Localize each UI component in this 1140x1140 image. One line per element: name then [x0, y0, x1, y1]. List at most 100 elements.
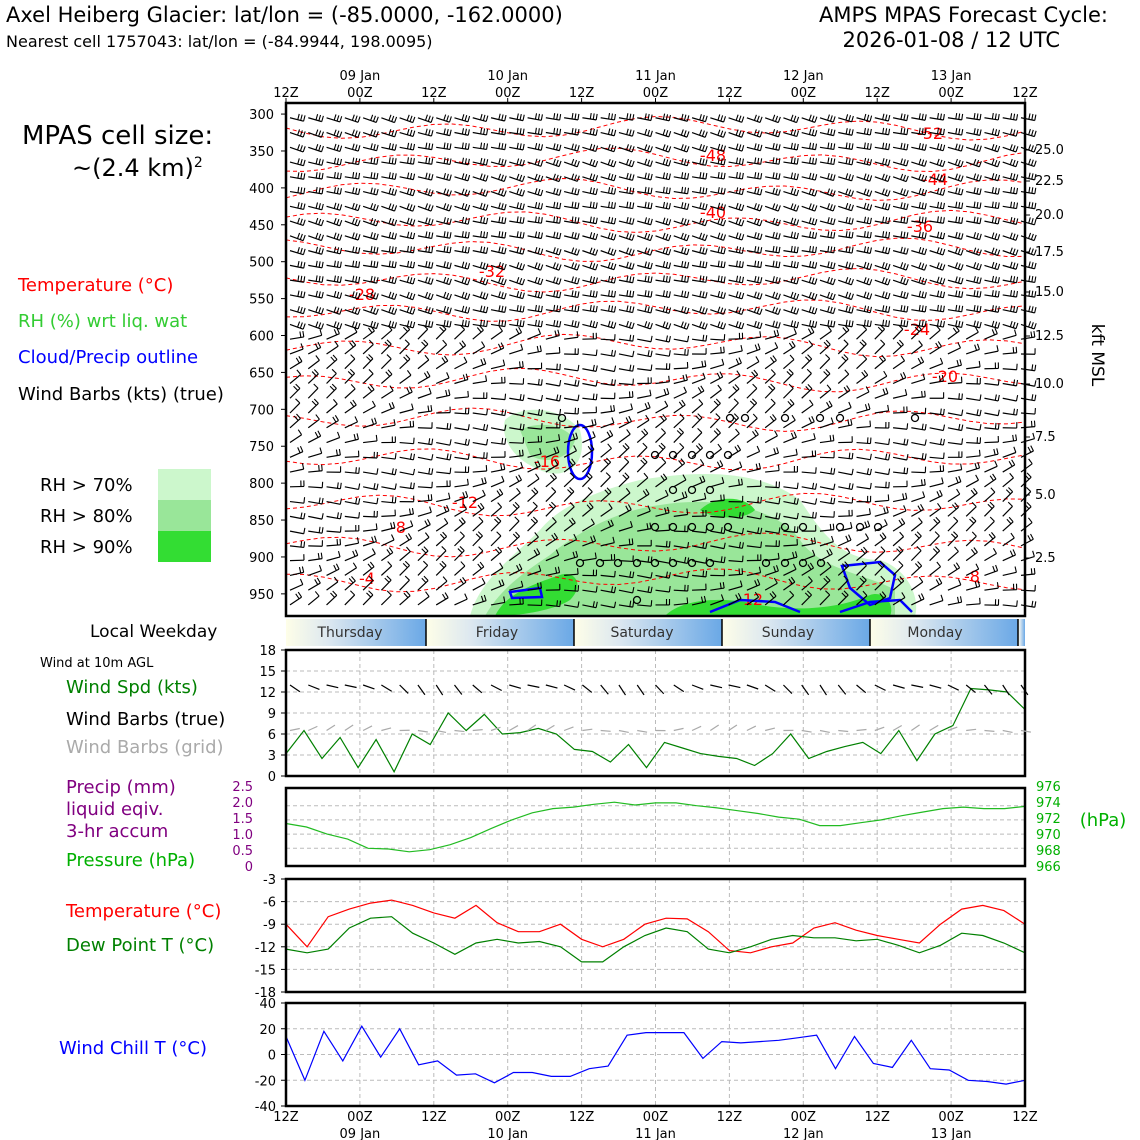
- wind-barb-flag: [1033, 567, 1036, 575]
- wind-barb-shaft: [545, 368, 560, 371]
- wind-barb-flag: [464, 158, 467, 165]
- wind-barb-flag: [481, 341, 486, 347]
- wind-barb-shaft: [618, 604, 633, 608]
- wind-barb-flag: [534, 127, 537, 134]
- wind-barb-flag: [394, 116, 398, 123]
- wind-barb-shaft: [801, 594, 812, 606]
- wind-barb-shaft: [819, 264, 834, 270]
- wind-barb-shaft: [728, 205, 743, 212]
- wind-barb-shaft: [582, 604, 597, 609]
- wind-barb-shaft: [892, 580, 905, 591]
- wind-barb-flag: [717, 384, 722, 391]
- wind-barb-flag: [1033, 331, 1036, 338]
- wind-barb-flag: [556, 320, 559, 327]
- wind-barb-flag: [574, 232, 577, 239]
- wind-barb-flag: [464, 593, 468, 600]
- wind-barb-flag: [449, 158, 452, 165]
- wind-barb-flag: [961, 202, 964, 209]
- wind-barb-shaft: [344, 205, 359, 212]
- wind-barb-flag: [339, 204, 343, 211]
- wind-barb-flag: [534, 304, 537, 312]
- wind-barb-shaft: [874, 375, 888, 385]
- wind-barb-flag: [776, 447, 780, 454]
- wind-barb-shaft: [947, 481, 962, 488]
- wind-barb-shaft: [1002, 323, 1017, 330]
- wind-barb-flag: [459, 342, 464, 348]
- wind-barb-flag: [723, 346, 725, 353]
- wind-barb-shaft: [673, 353, 688, 356]
- wind-barb-flag: [658, 444, 664, 450]
- wind-barb-flag: [878, 356, 884, 363]
- wind-barb-shaft: [856, 146, 871, 151]
- wind-barb-shaft: [472, 427, 487, 432]
- wind-barb-shaft: [618, 338, 633, 342]
- wind-barb-flag: [590, 444, 595, 450]
- wind-barb-flag: [318, 130, 322, 137]
- wind-barb-flag: [1012, 321, 1016, 328]
- wind-barb-flag: [862, 590, 868, 596]
- wind-barb-shaft: [509, 191, 523, 197]
- wind-barb-shaft: [582, 220, 597, 225]
- wind-barb-flag: [973, 128, 976, 135]
- true-wind-barb: [746, 684, 759, 690]
- wind-barb-shaft: [600, 294, 615, 298]
- wind-barb-flag: [705, 570, 708, 577]
- wind-barb-flag: [424, 291, 429, 298]
- wind-barb-flag: [442, 576, 448, 582]
- wind-barb-shaft: [563, 476, 575, 488]
- wind-barb-shaft: [947, 520, 959, 532]
- wind-barb-shaft: [929, 117, 944, 121]
- wind-barb-flag: [918, 304, 921, 312]
- wind-barb-flag: [516, 547, 522, 553]
- wind-barb-shaft: [1020, 604, 1035, 608]
- bottom-time-tick-label: 12Z: [273, 1110, 299, 1125]
- wind-barb-shaft: [527, 294, 542, 299]
- wind-barb-flag: [1012, 129, 1016, 136]
- wind-barb-shaft: [618, 396, 633, 399]
- wind-barb-flag: [994, 305, 997, 312]
- wind-barb-flag: [644, 232, 648, 239]
- wind-barb-shaft: [801, 235, 816, 240]
- wind-barb-flag: [537, 174, 541, 181]
- wind-barb-flag: [756, 321, 760, 328]
- wind-barb-flag: [738, 203, 742, 210]
- wind-barb-shaft: [837, 565, 850, 576]
- wind-barb-shaft: [783, 544, 798, 547]
- wind-barb-flag: [796, 232, 799, 239]
- wind-barb-flag: [632, 365, 635, 372]
- wind-barb-flag: [752, 413, 758, 419]
- wind-barb-flag: [662, 305, 666, 312]
- wind-barb-shaft: [563, 538, 577, 547]
- wind-barb-flag: [425, 157, 428, 164]
- wind-barb-flag: [573, 263, 578, 270]
- wind-barb-flag: [701, 233, 705, 240]
- grid-wind-barb: [490, 726, 501, 732]
- wind-barb-shaft: [472, 346, 485, 355]
- wind-barb-flag: [592, 144, 596, 151]
- wind-barb-flag: [790, 245, 793, 252]
- wind-barb-flag: [775, 276, 778, 283]
- wind-barb-flag: [574, 188, 577, 195]
- wind-barb-flag: [924, 453, 927, 460]
- wind-barb-shaft: [545, 451, 560, 458]
- wind-barb-flag: [647, 586, 650, 593]
- wind-barb-flag: [760, 277, 763, 284]
- wind-barb-flag: [462, 576, 467, 583]
- wind-barb-flag: [408, 508, 412, 515]
- wind-barb-shaft: [710, 131, 724, 138]
- wind-barb-flag: [733, 398, 739, 404]
- wind-barb-flag: [443, 172, 447, 180]
- wind-barb-flag: [903, 128, 906, 135]
- wind-barb-shaft: [527, 161, 542, 167]
- wind-barb-flag: [992, 565, 996, 572]
- wind-barb-shaft: [289, 596, 302, 606]
- temperature-panel-tick-label: -15: [255, 963, 276, 978]
- wind-barb-shaft: [856, 117, 871, 122]
- wind-barb-flag: [1033, 130, 1037, 137]
- wind-barb-shaft: [527, 309, 542, 313]
- wind-barb-shaft: [582, 161, 596, 168]
- wind-barb-shaft: [655, 131, 669, 138]
- wind-barb-flag: [1032, 432, 1036, 439]
- wind-barb-flag: [576, 420, 579, 427]
- wind-barb-flag: [906, 217, 909, 224]
